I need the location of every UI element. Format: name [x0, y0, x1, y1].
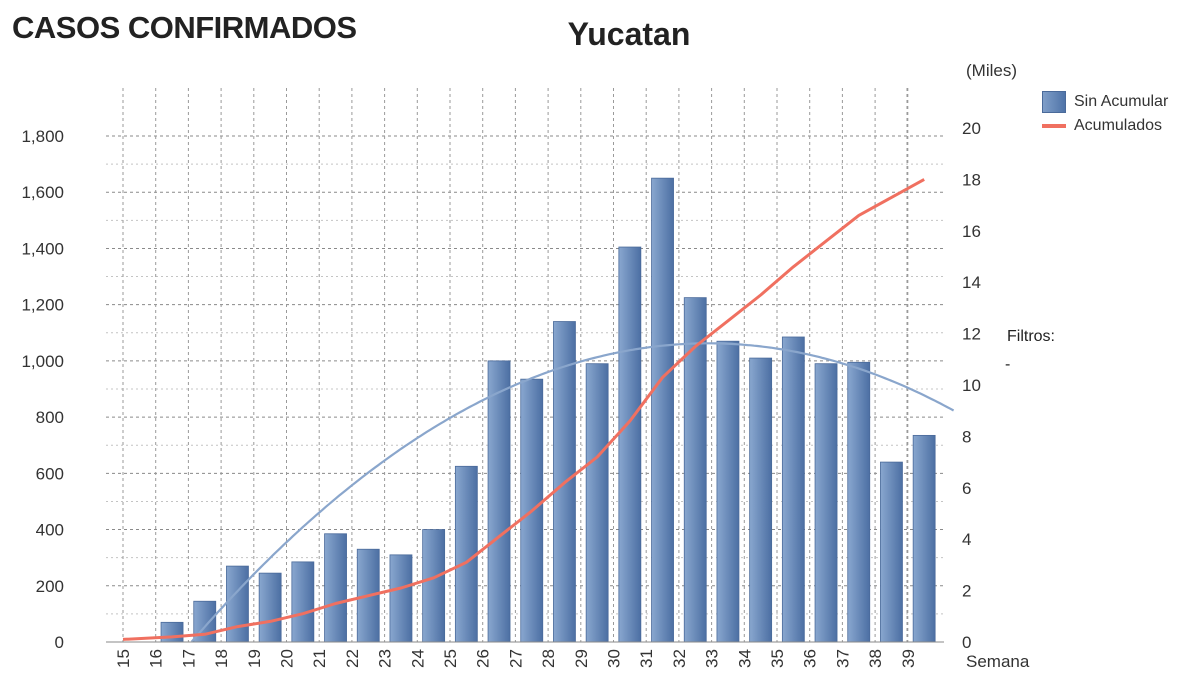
- cumulative-line: [122, 178, 925, 641]
- x-axis-title: Semana: [966, 652, 1030, 671]
- trendline: [190, 342, 955, 643]
- bar: [814, 363, 838, 643]
- bar: [454, 465, 478, 643]
- filters-value: -: [1005, 356, 1011, 373]
- y-tick-label: 1,400: [21, 239, 64, 258]
- x-tick-label: 30: [605, 649, 624, 668]
- bar: [912, 434, 936, 643]
- x-tick-label: 27: [506, 649, 525, 668]
- bar: [749, 357, 773, 643]
- bar: [291, 561, 315, 643]
- filters-label: Filtros:: [1007, 328, 1055, 345]
- bar: [585, 363, 609, 643]
- bar-series: [160, 177, 936, 643]
- bar: [618, 246, 642, 643]
- x-tick-label: 26: [474, 649, 493, 668]
- x-tick-label: 39: [899, 649, 918, 668]
- bar: [683, 297, 707, 643]
- bar: [781, 336, 805, 643]
- y2-tick-label: 4: [962, 530, 971, 549]
- x-tick-label: 15: [114, 649, 133, 668]
- y-tick-label: 1,800: [21, 127, 64, 146]
- y2-axis-unit-label: (Miles): [966, 61, 1017, 80]
- x-tick-label: 25: [441, 649, 460, 668]
- y2-tick-label: 14: [962, 273, 981, 292]
- x-tick-label: 36: [801, 649, 820, 668]
- x-tick-label: 31: [637, 649, 656, 668]
- x-tick-label: 28: [539, 649, 558, 668]
- y-tick-label: 600: [36, 464, 64, 483]
- x-tick-label: 18: [212, 649, 231, 668]
- x-tick-label: 32: [670, 649, 689, 668]
- bar: [422, 529, 446, 643]
- y2-tick-label: 16: [962, 222, 981, 241]
- y-tick-label: 400: [36, 521, 64, 540]
- x-tick-label: 24: [408, 649, 427, 668]
- bar: [258, 572, 282, 643]
- legend-item-line: Acumulados: [1042, 114, 1168, 138]
- x-tick-label: 21: [310, 649, 329, 668]
- x-tick-label: 19: [245, 649, 264, 668]
- y-tick-label: 800: [36, 408, 64, 427]
- y2-tick-label: 12: [962, 325, 981, 344]
- y2-tick-label: 2: [962, 582, 971, 601]
- cumulative-line-series: [122, 178, 925, 641]
- x-tick-label: 16: [147, 649, 166, 668]
- y-tick-label: 200: [36, 577, 64, 596]
- y-tick-label: 1,200: [21, 296, 64, 315]
- bar: [880, 461, 903, 643]
- bar: [324, 533, 347, 643]
- y-tick-label: 1,600: [21, 183, 64, 202]
- x-tick-label: 34: [735, 649, 754, 668]
- x-tick-label: 20: [278, 649, 297, 668]
- legend: Sin Acumular Acumulados: [1042, 90, 1168, 138]
- legend-label-bars: Sin Acumular: [1074, 93, 1169, 110]
- axis-layer: 0 200 400 600 800 1,000 1,200 1,400 1,600 1,800 0 2…: [21, 61, 1029, 671]
- legend-item-bars: Sin Acumular: [1042, 90, 1168, 114]
- x-tick-label: 23: [376, 649, 395, 668]
- x-tick-label: 37: [833, 649, 852, 668]
- x-tick-label: 38: [866, 649, 885, 668]
- x-tick-label: 35: [768, 649, 787, 668]
- chart-title: Yucatan: [567, 16, 691, 52]
- y-tick-label: 1,000: [21, 352, 64, 371]
- y2-tick-label: 18: [962, 170, 981, 189]
- page-title: CASOS CONFIRMADOS: [12, 10, 357, 45]
- y-tick-label: 0: [55, 633, 64, 652]
- bar: [487, 360, 511, 643]
- y2-tick-label: 0: [962, 633, 971, 652]
- y2-tick-label: 20: [962, 119, 981, 138]
- bar: [847, 361, 871, 643]
- trendline-series: [190, 342, 955, 643]
- x-tick-label: 17: [179, 649, 198, 668]
- bar: [389, 554, 413, 643]
- bar: [651, 177, 674, 643]
- grid-layer: [106, 88, 944, 643]
- y2-tick-label: 10: [962, 376, 981, 395]
- y2-tick-label: 8: [962, 427, 971, 446]
- x-tick-label: 29: [572, 649, 591, 668]
- x-tick-label: 33: [703, 649, 722, 668]
- y2-tick-label: 6: [962, 479, 971, 498]
- legend-label-line: Acumulados: [1074, 117, 1163, 134]
- x-tick-label: 22: [343, 649, 362, 668]
- bar: [716, 340, 740, 643]
- bar: [160, 621, 184, 643]
- legend-line-swatch: [1042, 124, 1066, 128]
- bar: [226, 565, 249, 643]
- legend-bar-swatch: [1042, 91, 1066, 113]
